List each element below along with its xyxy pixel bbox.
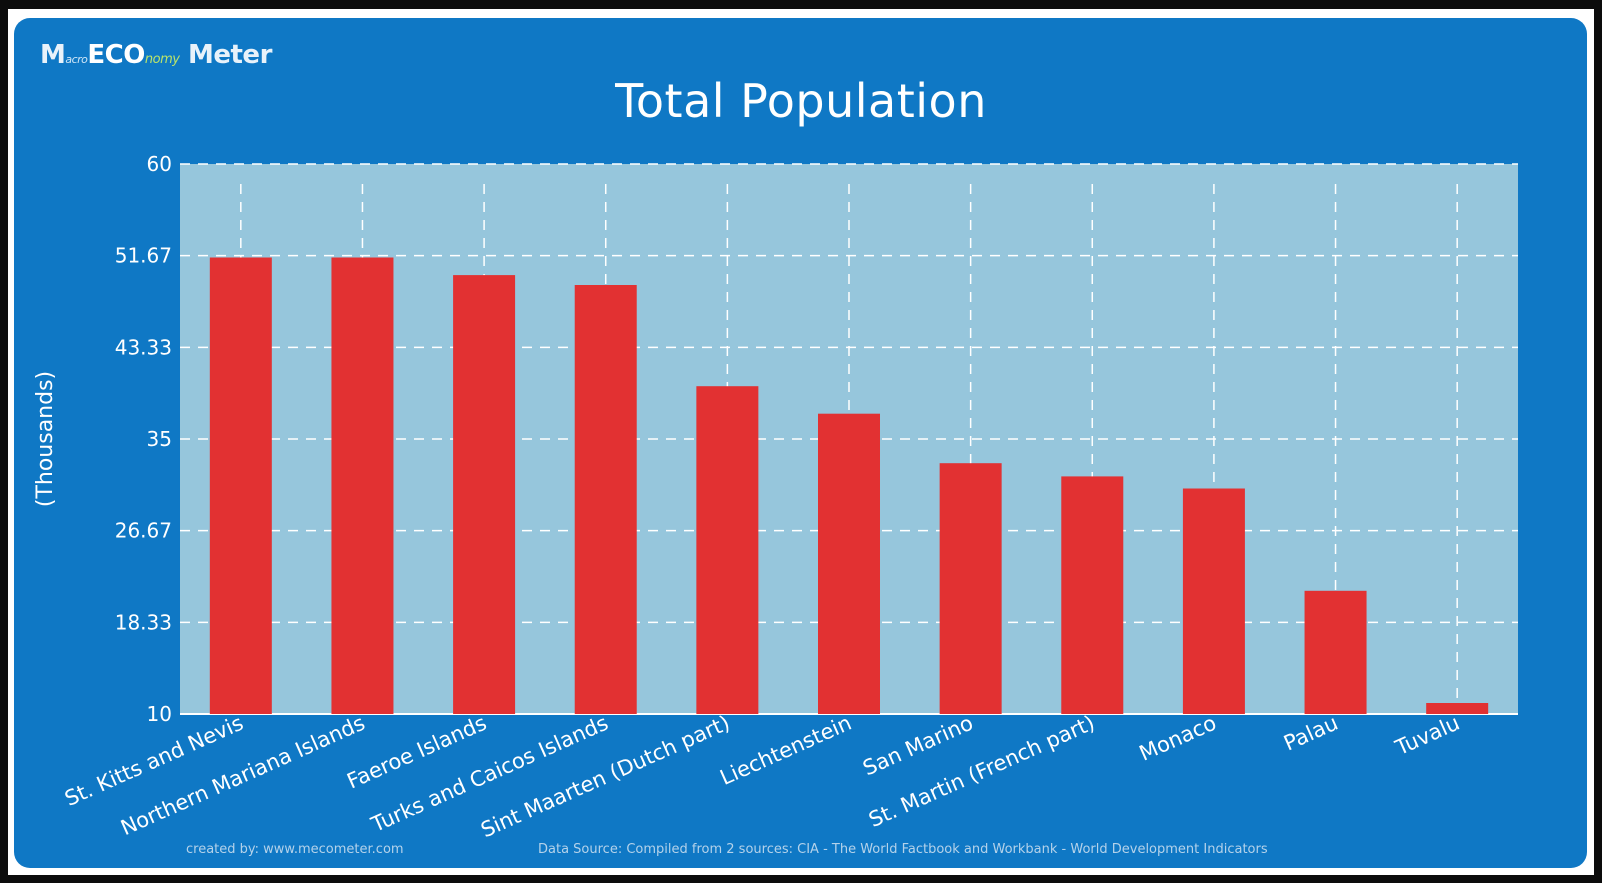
bar <box>1061 476 1124 714</box>
bar <box>939 463 1002 714</box>
x-tick-label: Palau <box>1280 711 1341 756</box>
bar <box>1304 590 1367 714</box>
bar <box>1426 703 1489 714</box>
logo-m: M <box>40 40 66 70</box>
macroeconomy-meter-logo: MacroECOnomy Meter <box>40 40 272 70</box>
y-tick-label: 35 <box>147 427 172 451</box>
y-tick-label: 10 <box>147 702 172 726</box>
y-axis-label: (Thousands) <box>33 371 58 507</box>
x-tick-label: St. Martin (French part) <box>865 711 1098 832</box>
logo-eco: ECO <box>87 40 145 70</box>
logo-meter: Meter <box>188 40 272 70</box>
logo-small: acro <box>65 53 88 66</box>
y-tick-label: 26.67 <box>115 519 172 543</box>
bar <box>209 257 272 714</box>
bar <box>453 275 516 714</box>
chart-title: Total Population <box>615 74 987 128</box>
footer-created-by: created by: www.mecometer.com <box>186 842 404 857</box>
bar <box>331 257 394 714</box>
footer-data-source: Data Source: Compiled from 2 sources: CI… <box>538 842 1268 857</box>
y-tick-label: 18.33 <box>115 610 172 634</box>
x-tick-label: Liechtenstein <box>716 711 855 790</box>
y-tick-label: 43.33 <box>115 335 172 359</box>
bars <box>209 257 1489 714</box>
logo-way: nomy <box>144 52 180 67</box>
x-tick-label: Monaco <box>1136 711 1220 766</box>
bar <box>818 413 880 714</box>
x-tick-label: Tuvalu <box>1391 711 1463 761</box>
bar <box>1182 488 1245 714</box>
bar <box>696 386 759 714</box>
y-tick-label: 51.67 <box>115 244 172 268</box>
bar <box>574 285 637 714</box>
y-tick-label: 60 <box>147 152 172 176</box>
y-tick-labels: 10 18.33 26.67 35 43.33 51.67 60 <box>115 152 172 726</box>
